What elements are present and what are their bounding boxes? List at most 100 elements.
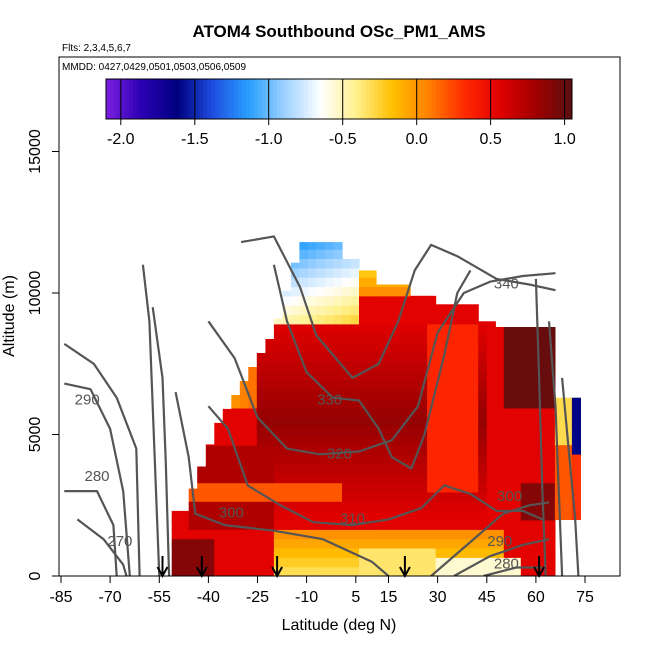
heatmap-cell: [435, 426, 445, 437]
heatmap-cell: [188, 510, 198, 521]
heatmap-cell: [342, 445, 352, 456]
heatmap-cell: [503, 473, 513, 484]
heatmap-cell: [537, 379, 547, 390]
colorbar-swatch: [288, 79, 293, 119]
heatmap-cell: [418, 473, 428, 484]
colorbar-swatch: [339, 79, 344, 119]
heatmap-cell: [461, 342, 471, 353]
heatmap-cell: [359, 491, 369, 502]
heatmap-cell: [384, 566, 394, 576]
colorbar-swatch: [529, 79, 534, 119]
heatmap-cell: [427, 305, 437, 316]
heatmap-cell: [239, 529, 249, 540]
heatmap-cell: [512, 510, 522, 521]
heatmap-cell: [299, 342, 309, 353]
heatmap-cell: [563, 510, 573, 520]
heatmap-cell: [342, 557, 352, 568]
colorbar-swatch: [439, 79, 445, 119]
contour-line: [64, 382, 131, 576]
heatmap-cell: [350, 379, 360, 390]
heatmap-cell: [316, 286, 326, 297]
heatmap-cell: [444, 548, 454, 558]
heatmap-cell: [427, 529, 437, 540]
heatmap-cell: [299, 277, 309, 288]
heatmap-cell: [205, 491, 215, 502]
heatmap-cell: [469, 314, 479, 325]
heatmap-cell: [393, 501, 403, 512]
heatmap-cell: [461, 538, 471, 549]
heatmap-cell: [325, 435, 335, 446]
heatmap-cell: [290, 538, 300, 549]
heatmap-cell: [231, 538, 241, 549]
heatmap-cell: [461, 389, 471, 400]
heatmap-cell: [265, 435, 275, 446]
heatmap-cell: [452, 510, 462, 521]
heatmap-cell: [384, 333, 394, 344]
heatmap-cell: [188, 566, 198, 576]
contour-label: 310: [340, 510, 365, 527]
heatmap-cell: [307, 407, 317, 418]
heatmap-cell: [248, 491, 258, 502]
colorbar-swatch: [463, 79, 468, 119]
heatmap-cell: [265, 510, 275, 521]
heatmap-cell: [222, 510, 232, 521]
heatmap-cell: [546, 407, 556, 418]
heatmap-cell: [290, 426, 300, 437]
heatmap-cell: [410, 379, 420, 390]
flights-annotation: Flts: 2,3,4,5,6,7: [62, 43, 131, 54]
heatmap-cell: [401, 445, 411, 456]
heatmap-cell: [307, 277, 317, 288]
heatmap-cell: [418, 305, 428, 316]
heatmap-cell: [393, 286, 403, 297]
heatmap-cell: [367, 277, 377, 288]
heatmap-cell: [529, 417, 539, 428]
heatmap-cell: [299, 258, 309, 269]
heatmap-cell: [486, 389, 496, 400]
heatmap-cell: [273, 510, 283, 521]
heatmap-cell: [546, 389, 556, 400]
heatmap-cell: [486, 370, 496, 381]
heatmap-cell: [410, 557, 420, 568]
heatmap-cell: [469, 417, 479, 428]
heatmap-cell: [290, 370, 300, 381]
heatmap-cell: [290, 510, 300, 521]
heatmap-cell: [384, 454, 394, 465]
colorbar-swatch: [560, 79, 565, 119]
colorbar-swatch: [206, 79, 212, 119]
heatmap-cell: [239, 510, 249, 521]
heatmap-cell: [435, 454, 445, 465]
heatmap-cell: [239, 426, 249, 437]
heatmap-cell: [418, 566, 428, 576]
heatmap-cell: [256, 398, 266, 409]
heatmap-cell: [376, 491, 386, 502]
heatmap-cell: [384, 538, 394, 549]
heatmap-cell: [461, 529, 471, 540]
heatmap-cell: [393, 333, 403, 344]
colorbar-swatch: [125, 79, 130, 119]
heatmap-cell: [282, 295, 292, 306]
heatmap-cell: [418, 370, 428, 381]
heatmap-cell: [384, 342, 394, 353]
heatmap-cell: [282, 557, 292, 568]
heatmap-cell: [307, 538, 317, 549]
heatmap-cell: [239, 557, 249, 568]
heatmap-cell: [325, 538, 335, 549]
heatmap-cell: [367, 566, 377, 576]
colorbar-swatch: [537, 79, 542, 119]
colorbar-swatch: [509, 79, 515, 119]
contour-line: [207, 272, 556, 456]
heatmap-cell: [427, 389, 437, 400]
heatmap-cell: [333, 342, 343, 353]
heatmap-cell: [350, 538, 360, 549]
heatmap-cell: [290, 398, 300, 409]
heatmap-cell: [393, 407, 403, 418]
colorbar-swatch: [556, 79, 561, 119]
heatmap-cell: [529, 454, 539, 465]
heatmap-cell: [350, 482, 360, 493]
heatmap-cell: [469, 361, 479, 372]
heatmap-cell: [435, 520, 445, 530]
heatmap-cell: [503, 566, 513, 576]
heatmap-cell: [282, 491, 292, 502]
heatmap-cell: [444, 463, 454, 474]
heatmap-cell: [282, 351, 292, 362]
